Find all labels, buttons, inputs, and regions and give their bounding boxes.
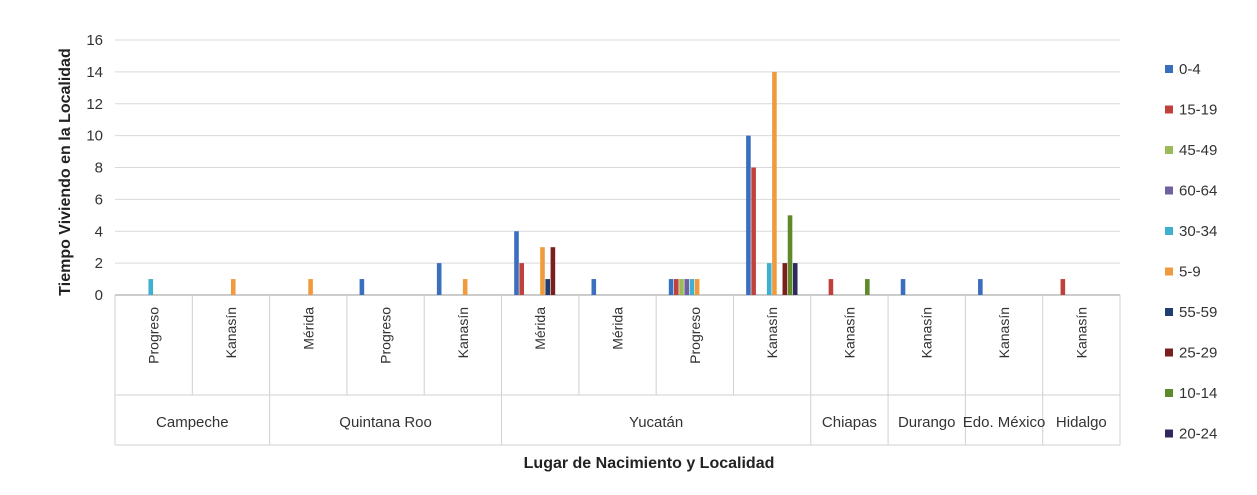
category-label: Kanasín bbox=[455, 307, 471, 358]
bar-5-9-cat8 bbox=[772, 71, 777, 295]
bar-10-14-cat8 bbox=[787, 215, 793, 295]
y-tick-label: 14 bbox=[86, 64, 103, 81]
bar-15-19-cat9 bbox=[828, 279, 834, 295]
legend-label: 15-19 bbox=[1179, 102, 1217, 119]
bar-60-64-cat7 bbox=[684, 279, 690, 295]
category-label: Kanasín bbox=[764, 307, 780, 358]
category-label: Kanasín bbox=[919, 307, 935, 358]
category-label: Kanasín bbox=[841, 307, 857, 358]
category-label: Kanasín bbox=[1073, 307, 1089, 358]
legend-label: 30-34 bbox=[1179, 223, 1217, 240]
category-label: Mérida bbox=[610, 307, 626, 350]
bar-0-4-cat4 bbox=[436, 263, 442, 295]
bar-45-49-cat7 bbox=[679, 279, 684, 295]
bar-30-34-cat0 bbox=[148, 279, 154, 295]
x-axis-categories: Progreso Kanasín Mérida Progreso Kanasín Méri… bbox=[146, 307, 1090, 364]
legend-swatch bbox=[1165, 389, 1173, 397]
y-tick-label: 4 bbox=[95, 223, 103, 240]
legend-swatch bbox=[1165, 105, 1173, 114]
bar-5-9-cat2 bbox=[308, 279, 313, 295]
bar-5-9-cat5 bbox=[540, 247, 545, 295]
legend-swatch bbox=[1165, 227, 1173, 235]
x-axis-groups: Campeche Quintana Roo Yucatán Chiapas Durang… bbox=[156, 414, 1107, 431]
y-tick-label: 12 bbox=[86, 96, 103, 113]
bar-15-19-cat5 bbox=[519, 263, 524, 295]
y-axis-ticks: 0 2 4 6 8 10 12 14 16 bbox=[86, 32, 103, 304]
bar-5-9-cat7 bbox=[694, 279, 700, 295]
group-label: Chiapas bbox=[822, 414, 877, 431]
category-label: Progreso bbox=[378, 307, 394, 364]
legend-swatch bbox=[1165, 308, 1173, 316]
group-label: Durango bbox=[898, 414, 956, 431]
legend-swatch bbox=[1165, 429, 1173, 438]
legend-label: 20-24 bbox=[1179, 426, 1217, 443]
category-label: Progreso bbox=[687, 307, 703, 364]
bar-0-4-cat10 bbox=[900, 279, 906, 295]
category-label: Kanasín bbox=[996, 307, 1012, 358]
group-label: Quintana Roo bbox=[339, 414, 432, 431]
y-tick-label: 10 bbox=[86, 128, 103, 145]
bar-5-9-cat1 bbox=[230, 279, 236, 295]
bar-15-19-cat7 bbox=[674, 279, 679, 295]
bar-55-59-cat5 bbox=[545, 279, 550, 295]
category-label: Progreso bbox=[146, 307, 162, 364]
legend-label: 10-14 bbox=[1179, 385, 1217, 402]
legend-label: 5-9 bbox=[1179, 264, 1201, 281]
group-label: Edo. México bbox=[963, 414, 1046, 431]
bar-20-24-cat8 bbox=[792, 263, 798, 295]
bar-0-4-cat5 bbox=[514, 231, 519, 295]
bars bbox=[148, 71, 1066, 295]
legend: 0-4 15-19 45-49 60-64 30-34 5-9 55-59 25-29 10-1… bbox=[1165, 61, 1217, 443]
legend-swatch bbox=[1165, 348, 1173, 357]
bar-0-4-cat11 bbox=[978, 279, 983, 295]
bar-0-4-cat7 bbox=[668, 279, 674, 295]
legend-swatch bbox=[1165, 146, 1173, 154]
y-tick-label: 6 bbox=[95, 191, 103, 208]
bar-5-9-cat4 bbox=[462, 279, 468, 295]
bar-0-4-cat8 bbox=[746, 135, 751, 295]
legend-swatch bbox=[1165, 267, 1173, 276]
legend-swatch bbox=[1165, 65, 1173, 73]
group-label: Campeche bbox=[156, 414, 229, 431]
y-tick-label: 16 bbox=[86, 32, 103, 49]
category-label: Mérida bbox=[300, 307, 316, 350]
bar-30-34-cat8 bbox=[766, 263, 772, 295]
legend-label: 25-29 bbox=[1179, 345, 1217, 362]
category-label: Mérida bbox=[532, 307, 548, 350]
bar-15-19-cat12 bbox=[1060, 279, 1066, 295]
bar-0-4-cat6 bbox=[591, 279, 597, 295]
category-label: Kanasín bbox=[223, 307, 239, 358]
bar-30-34-cat7 bbox=[689, 279, 695, 295]
bar-0-4-cat3 bbox=[359, 279, 365, 295]
y-tick-label: 8 bbox=[95, 160, 103, 177]
group-label: Yucatán bbox=[629, 414, 683, 431]
legend-label: 60-64 bbox=[1179, 183, 1217, 200]
legend-label: 55-59 bbox=[1179, 304, 1217, 321]
x-axis-title: Lugar de Nacimiento y Localidad bbox=[524, 455, 775, 472]
y-tick-label: 0 bbox=[95, 287, 103, 304]
bar-25-29-cat8 bbox=[782, 263, 788, 295]
legend-swatch bbox=[1165, 186, 1173, 195]
grid-lines bbox=[114, 39, 1121, 446]
legend-label: 0-4 bbox=[1179, 61, 1201, 78]
group-label: Hidalgo bbox=[1056, 414, 1107, 431]
bar-25-29-cat5 bbox=[550, 247, 556, 295]
bar-10-14-cat9 bbox=[865, 279, 870, 295]
y-tick-label: 2 bbox=[95, 255, 103, 272]
bar-15-19-cat8 bbox=[751, 167, 756, 295]
y-axis-title: Tiempo Viviendo en la Localidad bbox=[57, 48, 74, 295]
legend-label: 45-49 bbox=[1179, 142, 1217, 159]
